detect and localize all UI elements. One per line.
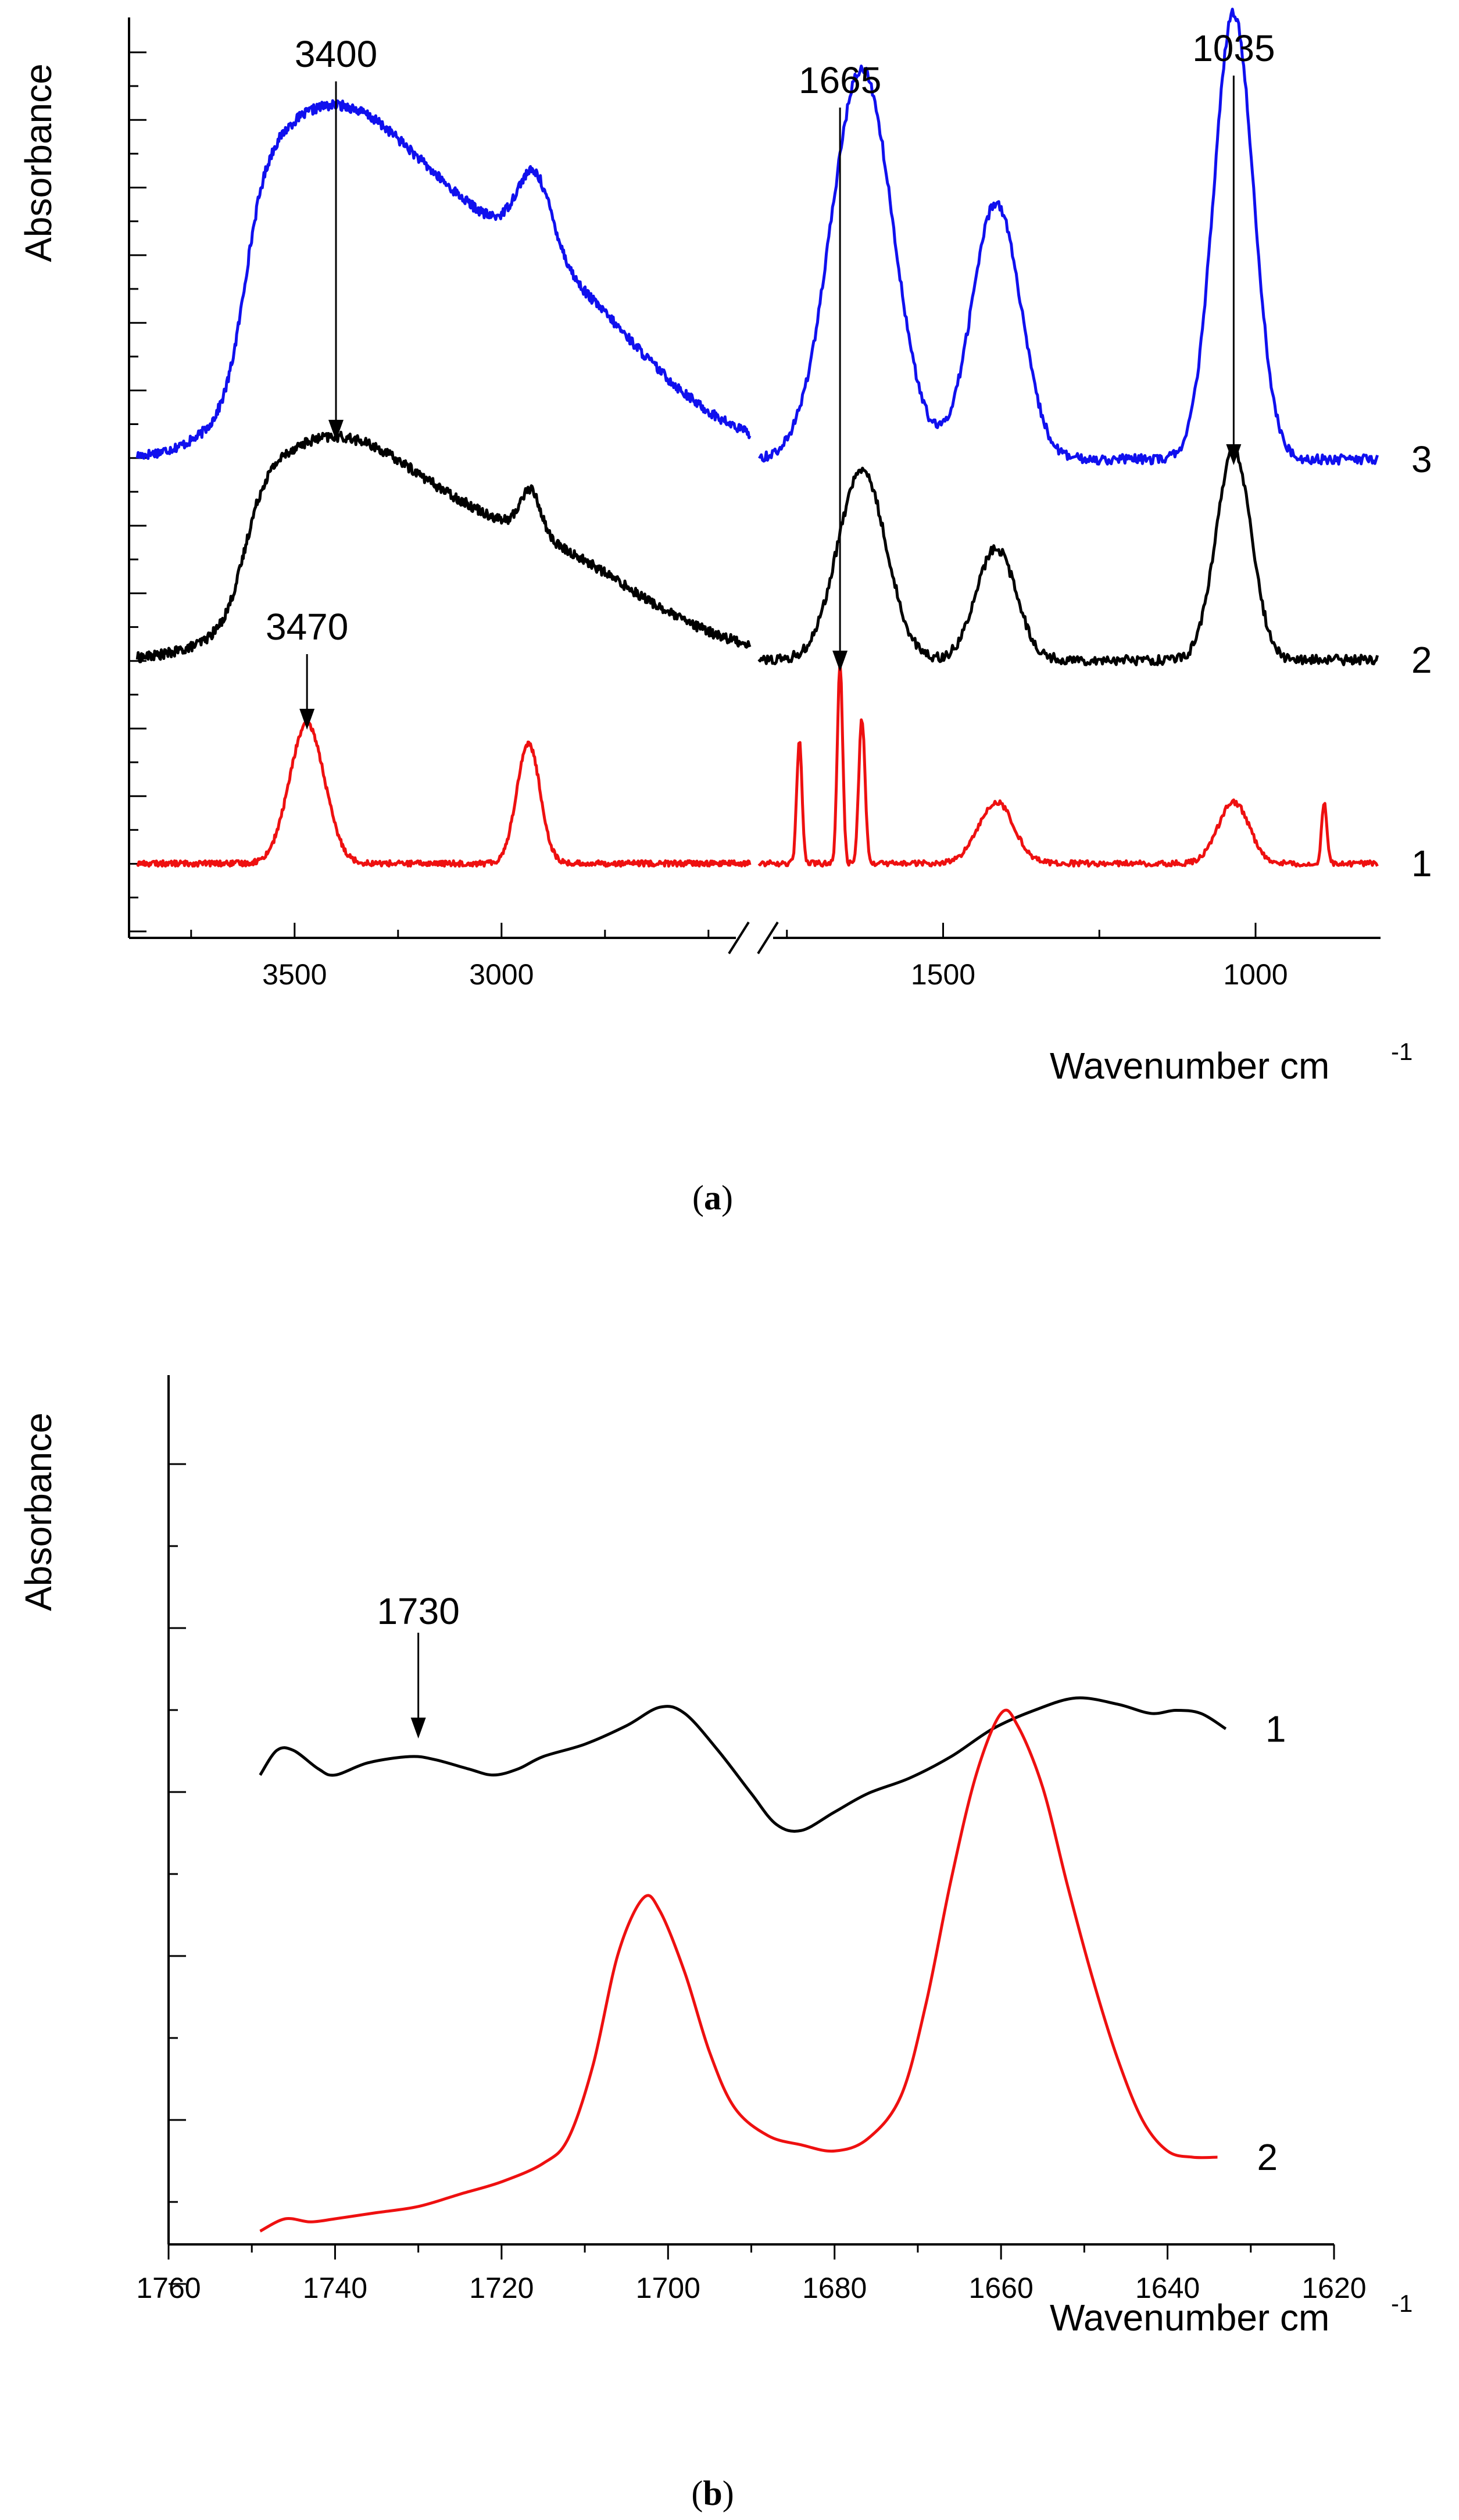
panel-b-series-2: 2: [259, 1708, 1278, 2233]
panel-b-x-tick-label: 1760: [136, 2272, 201, 2304]
panel-a-axes: [128, 17, 1381, 955]
panel-b-ticks: 1760 1740 1720 1700 1680 1660 1640 1620: [136, 1463, 1367, 2304]
panel-a-x-tick-label: 3000: [469, 958, 534, 991]
panel-b-xlabel: Wavenumber cm: [1050, 2297, 1329, 2339]
panel-a-annotation-arrow: [1226, 76, 1242, 465]
panel-b-annotation-arrow: [410, 1633, 426, 1739]
panel-a-x-tick-label: 1000: [1223, 958, 1288, 991]
panel-b-annotations: 1730: [377, 1590, 460, 1739]
panel-a-x-tick-label: 3500: [262, 958, 327, 991]
panel-b-x-tick-label: 1620: [1301, 2272, 1366, 2304]
panel-a-annotation-arrow: [328, 81, 344, 441]
panel-b-axes: [167, 1375, 1334, 2246]
panel-a-annotation-arrow: [299, 654, 315, 730]
panel-b-caption: (b): [691, 2474, 734, 2512]
panel-a-series-1-line-1: [136, 720, 752, 868]
panel-a-series-2-line-1: [135, 430, 752, 663]
panel-b-trace-label-1: 1: [1265, 1708, 1286, 1750]
panel-a-annotation-label: 1035: [1192, 27, 1275, 69]
panel-a-caption: (a): [692, 1179, 733, 1217]
panel-a-ticks: 3500 3000 1500 1000: [129, 51, 1288, 991]
panel-a-series-3: 3: [135, 8, 1432, 480]
panel-a-chart: 3500 3000 1500 1000 3 2 1 3400 3470 1665 1035 Ab…: [17, 8, 1432, 1217]
panel-b-series-group: 12: [259, 1696, 1286, 2233]
panel-a-trace-label-2: 2: [1411, 639, 1432, 681]
panel-a-annotation-arrow: [832, 108, 848, 672]
panel-a-xlabel: Wavenumber cm: [1050, 1045, 1329, 1087]
panel-a-trace-label-3: 3: [1411, 438, 1432, 480]
panel-b-xlabel-sup: -1: [1391, 2290, 1412, 2317]
panel-a-series-1-line-2: [757, 661, 1379, 868]
panel-b-series-2-line: [259, 1708, 1218, 2233]
panel-a-annotation-1665: 1665: [799, 59, 881, 672]
panel-b-trace-label-2: 2: [1257, 2136, 1278, 2178]
panel-b-series-1-line: [259, 1696, 1227, 1833]
panel-b-x-tick-label: 1660: [969, 2272, 1034, 2304]
panel-a-annotations: 3400 3470 1665 1035: [266, 27, 1275, 730]
panel-a-annotation-label: 1665: [799, 59, 881, 101]
panel-a-annotation-label: 3400: [295, 33, 377, 75]
panel-a-annotation-label: 3470: [266, 606, 348, 648]
panel-a-trace-label-1: 1: [1411, 843, 1432, 884]
panel-a-series-2-line-2: [757, 449, 1379, 666]
panel-a-x-tick-label: 1500: [911, 958, 975, 991]
panel-b-annotation-label: 1730: [377, 1590, 459, 1632]
panel-a-series-2: 2: [135, 430, 1432, 681]
panel-b-x-tick-label: 1740: [303, 2272, 367, 2304]
panel-a-annotation-3470: 3470: [266, 606, 348, 730]
panel-a-series-1: 1: [136, 661, 1432, 884]
panel-a-xlabel-sup: -1: [1391, 1038, 1412, 1065]
panel-a-ylabel: Absorbance: [17, 63, 59, 262]
panel-b-x-tick-label: 1720: [469, 2272, 534, 2304]
panel-b-x-tick-label: 1700: [636, 2272, 700, 2304]
panel-b-x-tick-label: 1640: [1135, 2272, 1200, 2304]
panel-a-series-3-line-2: [758, 8, 1379, 466]
panel-a-axis-break: [728, 921, 779, 955]
panel-b-chart: 1760 1740 1720 1700 1680 1660 1640 1620 12 1730…: [17, 1375, 1412, 2512]
panel-b-annotation-1730: 1730: [377, 1590, 460, 1739]
panel-b-ylabel: Absorbance: [17, 1412, 59, 1611]
panel-b-x-tick-label: 1680: [802, 2272, 867, 2304]
panel-a-series-3-line-1: [135, 99, 752, 460]
panel-a-annotation-1035: 1035: [1192, 27, 1275, 465]
panel-b-series-1: 1: [259, 1696, 1286, 1833]
panel-a-annotation-3400: 3400: [295, 33, 377, 441]
panel-a-series-group: 3 2 1: [135, 8, 1432, 884]
